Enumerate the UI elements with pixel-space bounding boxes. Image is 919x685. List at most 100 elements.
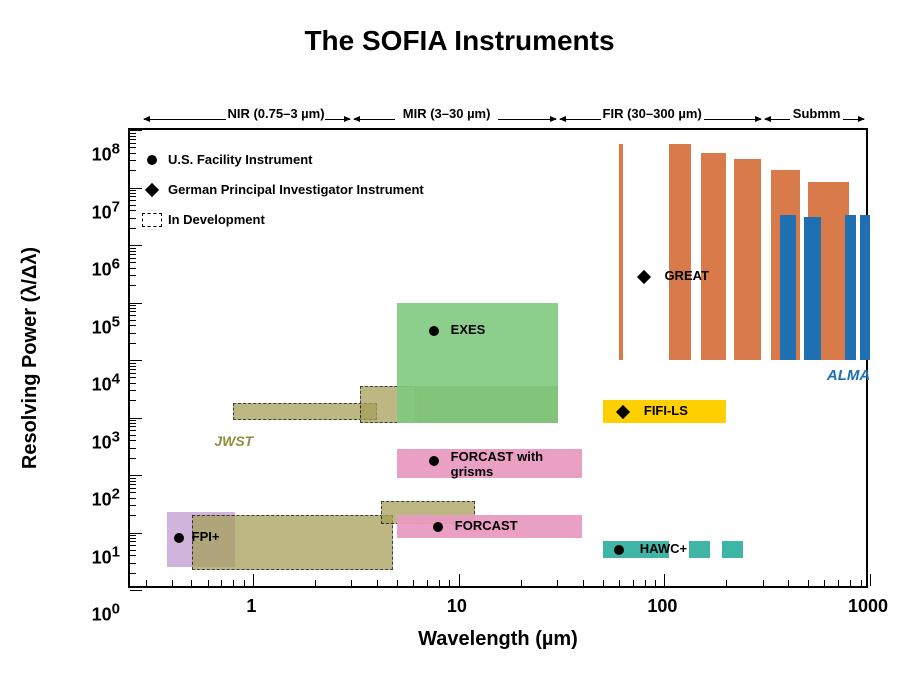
band-arrow bbox=[354, 119, 395, 120]
y-tick-major bbox=[130, 418, 142, 419]
y-tick-minor bbox=[130, 325, 136, 326]
y-tick-minor bbox=[130, 423, 136, 424]
exes-label: EXES bbox=[451, 322, 486, 337]
x-tick-major bbox=[870, 574, 871, 586]
y-tick-minor bbox=[130, 268, 136, 269]
y-tick-minor bbox=[130, 190, 136, 191]
exes-block bbox=[397, 303, 557, 424]
y-tick-minor bbox=[130, 373, 136, 374]
y-tick-minor bbox=[130, 505, 136, 506]
band-arrow bbox=[325, 119, 350, 120]
hawc-marker bbox=[614, 545, 624, 555]
y-tick-minor bbox=[130, 484, 136, 485]
y-tick-minor bbox=[130, 196, 136, 197]
y-tick-minor bbox=[130, 262, 136, 263]
legend-label: In Development bbox=[168, 212, 265, 227]
band-arrow bbox=[765, 119, 790, 120]
legend-label: German Principal Investigator Instrument bbox=[168, 182, 424, 197]
y-tick-minor bbox=[130, 258, 136, 259]
x-tick-minor bbox=[788, 580, 789, 586]
x-tick-major bbox=[459, 574, 460, 586]
x-tick-minor bbox=[439, 580, 440, 586]
y-tick-minor bbox=[130, 563, 136, 564]
y-tick-label: 108 bbox=[72, 141, 120, 166]
y-tick-minor bbox=[130, 478, 136, 479]
band-arrow bbox=[560, 119, 601, 120]
y-tick-minor bbox=[130, 481, 136, 482]
y-tick-minor bbox=[130, 448, 136, 449]
y-tick-minor bbox=[130, 400, 136, 401]
x-tick-minor bbox=[583, 580, 584, 586]
y-tick-major bbox=[130, 475, 142, 476]
x-tick-minor bbox=[413, 580, 414, 586]
fpi-marker bbox=[174, 533, 184, 543]
x-tick-minor bbox=[221, 580, 222, 586]
forcast-label: FORCAST bbox=[455, 518, 518, 533]
y-tick-minor bbox=[130, 535, 136, 536]
band-arrow bbox=[704, 119, 762, 120]
fpi-label: FPI+ bbox=[192, 529, 220, 544]
x-tick-minor bbox=[427, 580, 428, 586]
x-axis-label: Wavelength (µm) bbox=[128, 628, 868, 651]
y-tick-label: 106 bbox=[72, 256, 120, 281]
legend-label: U.S. Facility Instrument bbox=[168, 152, 312, 167]
x-tick-minor bbox=[351, 580, 352, 586]
y-tick-minor bbox=[130, 305, 136, 306]
y-tick-major bbox=[130, 130, 142, 131]
x-tick-minor bbox=[726, 580, 727, 586]
chart-page: The SOFIA Instruments FPI+EXESFORCAST wi… bbox=[0, 0, 919, 685]
y-tick-major bbox=[130, 303, 142, 304]
y-tick-minor bbox=[130, 251, 136, 252]
y-tick-minor bbox=[130, 133, 136, 134]
y-tick-minor bbox=[130, 200, 136, 201]
x-tick-minor bbox=[397, 580, 398, 586]
band-label: FIR (30–300 µm) bbox=[603, 106, 702, 121]
y-tick-minor bbox=[130, 248, 136, 249]
x-tick-minor bbox=[655, 580, 656, 586]
x-tick-minor bbox=[172, 580, 173, 586]
y-tick-minor bbox=[130, 369, 136, 370]
alma-bar-2 bbox=[804, 217, 820, 360]
y-tick-minor bbox=[130, 555, 136, 556]
alma-bar-4 bbox=[860, 215, 870, 360]
y-tick-minor bbox=[130, 254, 136, 255]
y-tick-minor bbox=[130, 275, 136, 276]
y-tick-label: 101 bbox=[72, 543, 120, 568]
great-bar-0 bbox=[619, 144, 623, 360]
fifils-label: FIFI-LS bbox=[644, 403, 688, 418]
y-tick-minor bbox=[130, 458, 136, 459]
y-tick-minor bbox=[130, 366, 136, 367]
great-marker bbox=[637, 270, 651, 284]
x-tick-minor bbox=[850, 580, 851, 586]
y-tick-minor bbox=[130, 315, 136, 316]
y-axis-label: Resolving Power (λ/Δλ) bbox=[19, 247, 42, 469]
y-tick-major bbox=[130, 360, 142, 361]
x-tick-minor bbox=[377, 580, 378, 586]
jwst-label: JWST bbox=[214, 433, 253, 449]
y-tick-minor bbox=[130, 498, 136, 499]
chart-title: The SOFIA Instruments bbox=[0, 25, 919, 57]
hawc-block-3 bbox=[722, 541, 743, 558]
x-tick-minor bbox=[808, 580, 809, 586]
y-tick-minor bbox=[130, 550, 136, 551]
great-bar-3 bbox=[734, 159, 761, 360]
y-tick-minor bbox=[130, 541, 136, 542]
x-tick-minor bbox=[633, 580, 634, 586]
x-tick-major bbox=[253, 574, 254, 586]
band-label: NIR (0.75–3 µm) bbox=[227, 106, 324, 121]
forcast-marker bbox=[433, 522, 443, 532]
x-tick-minor bbox=[861, 580, 862, 586]
legend-marker bbox=[147, 155, 157, 165]
alma-bar-3 bbox=[845, 215, 855, 360]
y-tick-label: 102 bbox=[72, 486, 120, 511]
x-tick-minor bbox=[449, 580, 450, 586]
y-tick-minor bbox=[130, 139, 136, 140]
y-tick-minor bbox=[130, 285, 136, 286]
jwst-block-2 bbox=[233, 403, 377, 420]
plot-area: FPI+EXESFORCAST withgrismsFORCASTFIFI-LS… bbox=[128, 128, 868, 588]
x-tick-minor bbox=[244, 580, 245, 586]
y-tick-minor bbox=[130, 492, 136, 493]
y-tick-minor bbox=[130, 377, 136, 378]
y-tick-minor bbox=[130, 228, 136, 229]
exes-marker bbox=[429, 326, 439, 336]
